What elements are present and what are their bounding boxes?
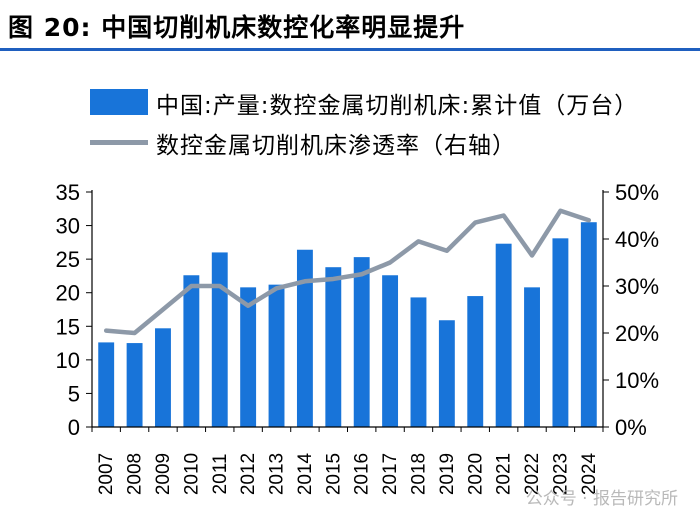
x-tick-label-2024: 2024 — [579, 452, 600, 495]
y-tick-label-0: 0 — [68, 415, 80, 440]
y-tick-label-35: 35 — [56, 180, 80, 205]
legend-label-production: 中国:产量:数控金属切削机床:累计值（万台） — [156, 93, 639, 119]
x-tick-label-2011: 2011 — [210, 454, 231, 495]
bar-2012 — [240, 287, 257, 427]
bar-2013 — [268, 284, 285, 427]
x-tick-label-2017: 2017 — [380, 453, 401, 495]
x-tick-label-2019: 2019 — [437, 453, 458, 495]
bar-2023 — [552, 238, 569, 427]
bar-2017 — [382, 275, 399, 427]
y-tick-label-10: 10 — [56, 348, 80, 373]
bar-2024 — [580, 222, 597, 427]
bar-2019 — [438, 320, 455, 427]
penetration-line — [103, 208, 592, 336]
x-tick-label-2022: 2022 — [522, 453, 543, 495]
chart-title: 图 20: 中国切削机床数控化率明显提升 — [8, 13, 466, 42]
legend-label-penetration: 数控金属切削机床渗透率（右轴） — [156, 133, 516, 159]
bar-2008 — [126, 343, 143, 427]
x-tick-label-2016: 2016 — [352, 453, 373, 495]
bar-2007 — [98, 342, 115, 427]
bar-2016 — [353, 257, 370, 427]
title-underline — [0, 48, 700, 51]
x-tick-label-2009: 2009 — [153, 453, 174, 495]
y2-tick-label-40%: 40% — [615, 227, 659, 252]
bar-2020 — [467, 296, 484, 427]
y2-tick-label-0%: 0% — [615, 415, 647, 440]
y2-tick-label-20%: 20% — [615, 321, 659, 346]
x-tick-label-2018: 2018 — [408, 453, 429, 495]
bar-2015 — [325, 267, 342, 427]
x-tick-label-2014: 2014 — [295, 452, 316, 495]
y-tick-label-20: 20 — [56, 281, 80, 306]
bar-2011 — [211, 252, 228, 427]
y2-tick-label-30%: 30% — [615, 274, 659, 299]
bar-2022 — [524, 287, 540, 427]
legend-swatch-bar — [90, 89, 148, 115]
bar-2018 — [410, 297, 427, 427]
y-tick-label-5: 5 — [68, 381, 80, 406]
x-tick-label-2012: 2012 — [238, 453, 259, 495]
y2-tick-label-50%: 50% — [615, 180, 659, 205]
y-tick-label-30: 30 — [56, 214, 80, 239]
legend-swatch-line — [90, 140, 148, 145]
y-tick-label-25: 25 — [56, 247, 80, 272]
watermark: 公众号 · 报告研究所 — [525, 489, 678, 509]
x-tick-label-2007: 2007 — [96, 453, 117, 495]
x-tick-label-2020: 2020 — [465, 453, 486, 495]
y2-tick-label-10%: 10% — [615, 368, 659, 393]
x-tick-label-2021: 2021 — [494, 453, 515, 495]
y-tick-label-15: 15 — [56, 314, 80, 339]
x-tick-label-2010: 2010 — [181, 453, 202, 495]
bar-2009 — [155, 328, 171, 427]
bar-2021 — [495, 243, 512, 427]
x-tick-label-2015: 2015 — [323, 453, 344, 495]
x-tick-label-2013: 2013 — [267, 453, 288, 495]
x-tick-label-2023: 2023 — [550, 453, 571, 495]
bar-2010 — [183, 275, 200, 427]
x-tick-label-2008: 2008 — [125, 453, 146, 495]
bar-2014 — [296, 249, 313, 427]
